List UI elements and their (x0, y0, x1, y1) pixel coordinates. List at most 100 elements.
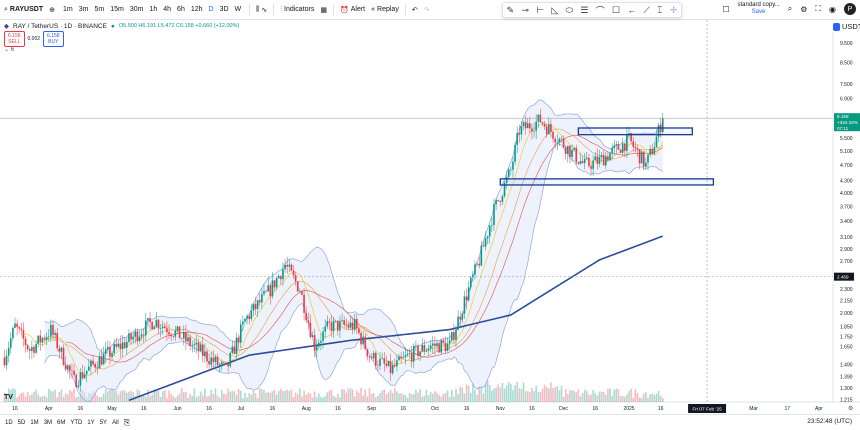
range-3M[interactable]: 3M (43, 419, 53, 426)
range-1M[interactable]: 1M (30, 419, 39, 426)
candle (178, 326, 181, 339)
price-chart[interactable]: 9.500 8.500 7.500 6.900 5.500 5.100 4.700 4.300… (0, 0, 860, 414)
layout-name-button[interactable]: standard copy... Save (737, 2, 780, 15)
brush-icon[interactable]: ✎ (506, 4, 515, 15)
settings-icon[interactable]: ⚙ (800, 4, 808, 14)
volume-bar (541, 388, 544, 402)
candle-body (284, 264, 286, 270)
candle (195, 335, 198, 354)
layouts-button[interactable]: ▦ (320, 6, 327, 14)
volume-bar (35, 389, 37, 402)
go-to-date-icon[interactable]: ⎘ (123, 417, 131, 427)
candle (598, 149, 601, 168)
candle (104, 342, 107, 363)
interval-1m[interactable]: 1m (63, 6, 73, 13)
candle (493, 198, 495, 231)
candle (149, 311, 151, 331)
camera-icon[interactable]: ◉ (829, 4, 836, 14)
symbol-search[interactable]: ⌕ RAYUSDT (4, 5, 44, 14)
compare-button[interactable]: ⊕ (49, 6, 55, 14)
interval-3m[interactable]: 3m (78, 6, 89, 13)
quick-search-icon[interactable]: ⌕ (787, 4, 793, 13)
candle (7, 341, 10, 363)
candle (434, 336, 436, 355)
trend-line-icon[interactable]: ⟋ (643, 4, 650, 15)
volume-bar (332, 395, 335, 402)
checkbox-icon[interactable]: ☐ (722, 4, 730, 14)
range-6M[interactable]: 6M (57, 419, 66, 426)
redo-button[interactable]: ↷ (424, 6, 430, 14)
lock-scale-icon[interactable] (833, 22, 840, 31)
interval-3D[interactable]: 3D (219, 6, 229, 13)
time-axis-label: May (107, 406, 117, 412)
bottom-toolbar: 1D 5D 1M 3M 6M YTD 1Y 5Y All ⎘ (0, 414, 860, 430)
fullscreen-icon[interactable]: ⛶ (815, 4, 822, 13)
volume-bar (444, 393, 447, 402)
range-1D[interactable]: 1D (5, 419, 13, 426)
volume-bar (362, 395, 364, 402)
interval-5m[interactable]: 5m (94, 6, 105, 13)
replay-button[interactable]: «Replay (371, 6, 399, 13)
volume-bar (288, 390, 291, 402)
volume-bar (537, 392, 540, 402)
ellipse-icon[interactable]: ⬭ (565, 4, 574, 15)
alert-button[interactable]: ⏰ Alert (340, 6, 366, 14)
volume-bar (140, 395, 143, 402)
volume-bar (493, 388, 495, 402)
price-range-icon[interactable]: ⌶ (657, 4, 663, 15)
avatar[interactable]: P (844, 3, 856, 15)
volume-bar (448, 396, 451, 402)
undo-button[interactable]: ↶ (412, 6, 418, 14)
interval-6h[interactable]: 6h (177, 6, 185, 13)
interval-W[interactable]: W (234, 6, 242, 13)
range-All[interactable]: All (112, 419, 119, 426)
candle (121, 335, 124, 357)
volume-bar (647, 397, 649, 402)
range-1Y[interactable]: 1Y (87, 419, 95, 426)
candle (45, 332, 48, 346)
volume-bar (121, 390, 124, 402)
candle (85, 370, 88, 383)
candle (448, 332, 451, 351)
indicators-collapse-button[interactable]: ⌄ 6 (4, 47, 15, 53)
interval-12h[interactable]: 12h (190, 6, 203, 13)
volume-bar (636, 393, 639, 402)
range-5D[interactable]: 5D (17, 419, 26, 426)
indicators-button[interactable]: ⫶ Indicators (280, 5, 315, 14)
sell-button[interactable]: 6.156 SELL (4, 31, 25, 47)
interval-D[interactable]: D (208, 6, 214, 13)
horizontal-ray-icon[interactable]: ⊸ (521, 4, 529, 15)
text-lines-icon[interactable]: ☰ (580, 4, 589, 15)
buy-button[interactable]: 6.158 BUY (43, 31, 64, 47)
range-YTD[interactable]: YTD (70, 419, 83, 426)
arrow-left-icon[interactable]: ← (627, 5, 637, 15)
interval-30m[interactable]: 30m (129, 6, 144, 13)
date-range-icon[interactable]: ⊢ (536, 4, 545, 15)
candle-body (170, 334, 172, 337)
currency-selector[interactable]: USDT (832, 21, 860, 32)
candle-body (138, 336, 141, 342)
crosshair-icon[interactable]: ✛ (669, 4, 678, 15)
triangle-icon[interactable]: ◺ (551, 4, 559, 15)
axis-settings-icon: ⚙ (848, 405, 853, 412)
price-axis-label: 4.300 (840, 178, 853, 184)
interval-1h[interactable]: 1h (149, 6, 158, 13)
candle (303, 287, 305, 321)
candle-body (22, 329, 25, 339)
candle-body (448, 340, 451, 344)
interval-15m[interactable]: 15m (110, 6, 124, 13)
volume-bar (567, 394, 569, 402)
volume-bar (421, 396, 424, 402)
arc-icon[interactable]: ⌒ (595, 5, 605, 16)
interval-4h[interactable]: 4h (163, 6, 172, 13)
volume-bar (406, 397, 409, 402)
candle-body (389, 360, 392, 374)
chart-type-button[interactable]: ⫼ ∿ (256, 6, 267, 14)
volume-bar (58, 391, 61, 402)
candle (600, 151, 603, 162)
price-axis-label: 1.215 (840, 398, 853, 404)
volume-bar (638, 397, 641, 402)
rectangle-icon[interactable]: ☐ (612, 4, 621, 15)
legend-title: RAY / TetherUS · 1D · BINANCE (13, 22, 107, 30)
range-5Y[interactable]: 5Y (99, 419, 108, 426)
